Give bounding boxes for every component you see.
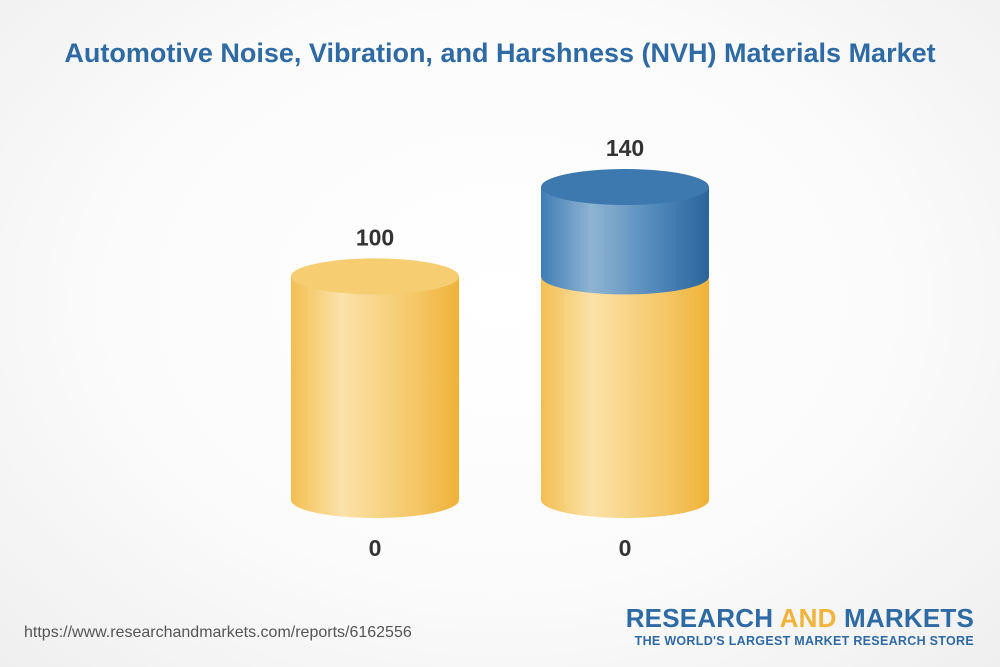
top-value-label-2: 140 — [606, 135, 644, 161]
source-url: https://www.researchandmarkets.com/repor… — [24, 624, 412, 641]
logo-word-and: AND — [779, 603, 837, 633]
logo-word-research: RESEARCH — [625, 603, 774, 633]
bottom-value-label-1: 0 — [369, 535, 382, 561]
research-and-markets-logo: RESEARCH AND MARKETS THE WORLD'S LARGEST… — [626, 604, 974, 648]
bottom-value-label-2: 0 — [619, 535, 632, 561]
bar-segment-1-2 — [541, 276, 709, 518]
bar-segment-2-2 — [541, 187, 709, 295]
bar-top-cap-2 — [541, 169, 709, 205]
logo-tagline: THE WORLD'S LARGEST MARKET RESEARCH STOR… — [634, 634, 974, 648]
bar-segment-1-1 — [291, 276, 459, 518]
top-value-label-1: 100 — [356, 224, 394, 250]
logo-wordmark: RESEARCH AND MARKETS — [626, 604, 974, 632]
bar-top-cap-1 — [291, 258, 459, 295]
logo-word-markets: MARKETS — [844, 603, 974, 633]
chart-title: Automotive Noise, Vibration, and Harshne… — [64, 38, 936, 68]
